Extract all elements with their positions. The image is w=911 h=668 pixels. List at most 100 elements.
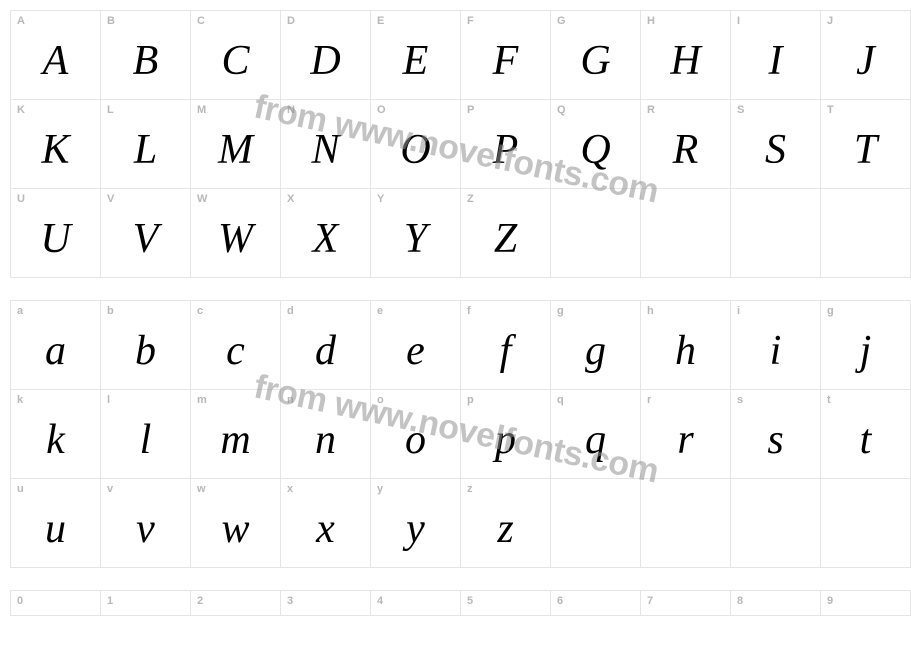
glyph-cell: 9 bbox=[821, 591, 910, 615]
cell-label: r bbox=[647, 394, 651, 406]
cell-label: I bbox=[737, 15, 740, 27]
glyph: R bbox=[673, 129, 699, 171]
glyph: D bbox=[310, 40, 340, 82]
glyph: K bbox=[41, 129, 69, 171]
cell-label: 5 bbox=[467, 595, 473, 607]
glyph-cell bbox=[641, 479, 730, 567]
glyph: k bbox=[46, 419, 65, 461]
glyph-cell bbox=[821, 479, 910, 567]
glyph: e bbox=[406, 330, 425, 372]
glyph: g bbox=[585, 330, 606, 372]
chart-section-lowercase: aabbccddeeffgghhiigjkkllmmnnooppqqrrsstt… bbox=[10, 300, 911, 568]
cell-label: 2 bbox=[197, 595, 203, 607]
glyph-cell: mm bbox=[191, 390, 280, 478]
glyph-cell: YY bbox=[371, 189, 460, 277]
glyph: L bbox=[134, 129, 157, 171]
glyph-cell: 7 bbox=[641, 591, 730, 615]
cell-label: W bbox=[197, 193, 207, 205]
glyph-cell: yy bbox=[371, 479, 460, 567]
glyph: W bbox=[218, 218, 253, 260]
glyph-cell: ss bbox=[731, 390, 820, 478]
cell-label: H bbox=[647, 15, 655, 27]
glyph-cell: KK bbox=[11, 100, 100, 188]
glyph-cell: ff bbox=[461, 301, 550, 389]
cell-label: T bbox=[827, 104, 834, 116]
glyph-cell: kk bbox=[11, 390, 100, 478]
glyph: b bbox=[135, 330, 156, 372]
glyph-cell: dd bbox=[281, 301, 370, 389]
glyph-cell: QQ bbox=[551, 100, 640, 188]
cell-label: t bbox=[827, 394, 831, 406]
glyph-cell bbox=[731, 479, 820, 567]
glyph-cell: aa bbox=[11, 301, 100, 389]
cell-label: c bbox=[197, 305, 203, 317]
glyph-cell: oo bbox=[371, 390, 460, 478]
glyph-cell: bb bbox=[101, 301, 190, 389]
glyph: z bbox=[497, 508, 513, 550]
cell-label: m bbox=[197, 394, 207, 406]
glyph: V bbox=[133, 218, 159, 260]
glyph-cell: SS bbox=[731, 100, 820, 188]
glyph: f bbox=[500, 330, 512, 372]
glyph: j bbox=[860, 330, 872, 372]
cell-label: h bbox=[647, 305, 654, 317]
glyph-cell: ii bbox=[731, 301, 820, 389]
glyph-cell: EE bbox=[371, 11, 460, 99]
glyph: C bbox=[221, 40, 249, 82]
glyph: M bbox=[218, 129, 253, 171]
cell-label: g bbox=[827, 305, 834, 317]
cell-label: 4 bbox=[377, 595, 383, 607]
glyph: q bbox=[585, 419, 606, 461]
glyph-cell: rr bbox=[641, 390, 730, 478]
glyph-cell: LL bbox=[101, 100, 190, 188]
cell-label: g bbox=[557, 305, 564, 317]
glyph-cell: 5 bbox=[461, 591, 550, 615]
glyph: i bbox=[770, 330, 782, 372]
cell-label: z bbox=[467, 483, 473, 495]
glyph: U bbox=[40, 218, 70, 260]
glyph-cell: NN bbox=[281, 100, 370, 188]
glyph-cell: PP bbox=[461, 100, 550, 188]
glyph: w bbox=[221, 508, 249, 550]
glyph-cell: II bbox=[731, 11, 820, 99]
cell-label: b bbox=[107, 305, 114, 317]
glyph: r bbox=[677, 419, 693, 461]
glyph-cell: ZZ bbox=[461, 189, 550, 277]
glyph: P bbox=[493, 129, 519, 171]
glyph-cell: gg bbox=[551, 301, 640, 389]
cell-label: N bbox=[287, 104, 295, 116]
glyph: o bbox=[405, 419, 426, 461]
glyph: X bbox=[313, 218, 339, 260]
glyph-cell: 3 bbox=[281, 591, 370, 615]
glyph: p bbox=[495, 419, 516, 461]
cell-label: D bbox=[287, 15, 295, 27]
glyph-cell: 8 bbox=[731, 591, 820, 615]
glyph-cell: 2 bbox=[191, 591, 280, 615]
cell-label: s bbox=[737, 394, 743, 406]
cell-label: M bbox=[197, 104, 206, 116]
cell-label: K bbox=[17, 104, 25, 116]
cell-label: 9 bbox=[827, 595, 833, 607]
glyph-cell: ww bbox=[191, 479, 280, 567]
glyph: h bbox=[675, 330, 696, 372]
glyph: S bbox=[765, 129, 786, 171]
cell-label: P bbox=[467, 104, 474, 116]
cell-label: 0 bbox=[17, 595, 23, 607]
cell-label: B bbox=[107, 15, 115, 27]
glyph-cell bbox=[551, 189, 640, 277]
glyph-cell: hh bbox=[641, 301, 730, 389]
glyph-cell: UU bbox=[11, 189, 100, 277]
glyph: d bbox=[315, 330, 336, 372]
cell-label: L bbox=[107, 104, 114, 116]
cell-label: J bbox=[827, 15, 833, 27]
glyph: F bbox=[493, 40, 519, 82]
glyph: H bbox=[670, 40, 700, 82]
glyph: E bbox=[403, 40, 429, 82]
glyph: Z bbox=[494, 218, 517, 260]
glyph: Q bbox=[580, 129, 610, 171]
glyph-cell: FF bbox=[461, 11, 550, 99]
glyph-cell: 6 bbox=[551, 591, 640, 615]
cell-label: Y bbox=[377, 193, 384, 205]
glyph-cell: BB bbox=[101, 11, 190, 99]
glyph: l bbox=[140, 419, 152, 461]
